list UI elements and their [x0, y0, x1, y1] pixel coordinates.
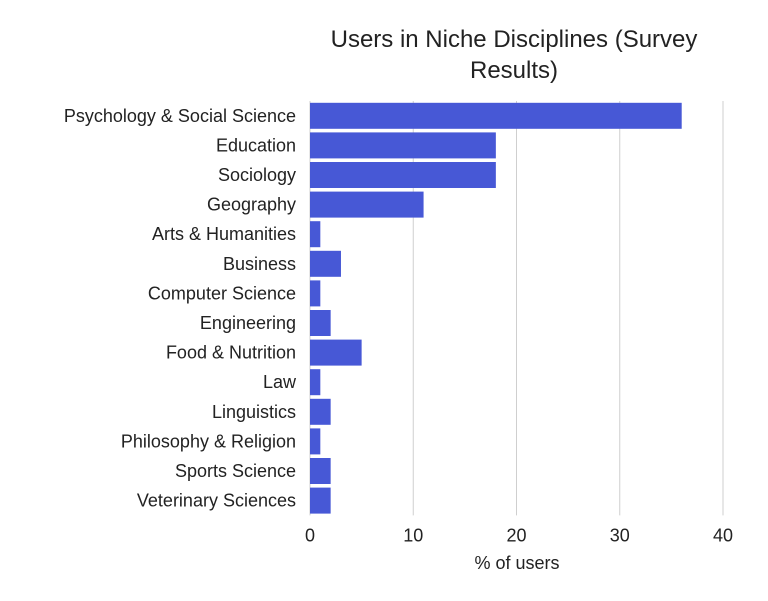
- x-axis-label: % of users: [474, 553, 559, 573]
- category-label: Psychology & Social Science: [64, 106, 296, 126]
- bars: [310, 102, 682, 514]
- bar: [310, 398, 331, 425]
- bar: [310, 102, 682, 129]
- category-label: Philosophy & Religion: [121, 431, 296, 451]
- bar: [310, 191, 424, 218]
- category-label: Linguistics: [212, 402, 296, 422]
- x-tick-label: 40: [713, 525, 733, 545]
- bar: [310, 458, 331, 484]
- x-tick-label: 20: [506, 525, 526, 545]
- bar: [310, 250, 341, 277]
- bar: [310, 162, 496, 188]
- category-labels: Psychology & Social Science Education Soci…: [64, 106, 297, 511]
- bar: [310, 310, 331, 336]
- x-tick-label: 0: [305, 525, 315, 545]
- chart-title-line-1: Users in Niche Disciplines (Survey: [331, 26, 698, 53]
- chart-title-line-2: Results): [470, 57, 558, 84]
- bar: [310, 487, 331, 514]
- category-label: Business: [223, 254, 296, 274]
- bar: [310, 428, 321, 455]
- x-tick-label: 30: [610, 525, 630, 545]
- bar: [310, 221, 321, 248]
- category-label: Education: [216, 135, 296, 155]
- category-label: Sociology: [218, 165, 296, 185]
- category-label: Arts & Humanities: [152, 224, 296, 244]
- x-tick-label: 10: [403, 525, 423, 545]
- bar: [310, 132, 496, 159]
- bar: [310, 339, 362, 366]
- bar: [310, 280, 321, 307]
- bar: [310, 369, 321, 396]
- category-label: Food & Nutrition: [166, 343, 296, 363]
- category-label: Veterinary Sciences: [137, 491, 296, 511]
- category-label: Geography: [207, 195, 296, 215]
- category-label: Sports Science: [175, 461, 296, 481]
- category-label: Computer Science: [148, 283, 296, 303]
- x-axis-ticks: 0 10 20 30 40: [305, 525, 733, 545]
- category-label: Law: [263, 372, 297, 392]
- category-label: Engineering: [200, 313, 296, 333]
